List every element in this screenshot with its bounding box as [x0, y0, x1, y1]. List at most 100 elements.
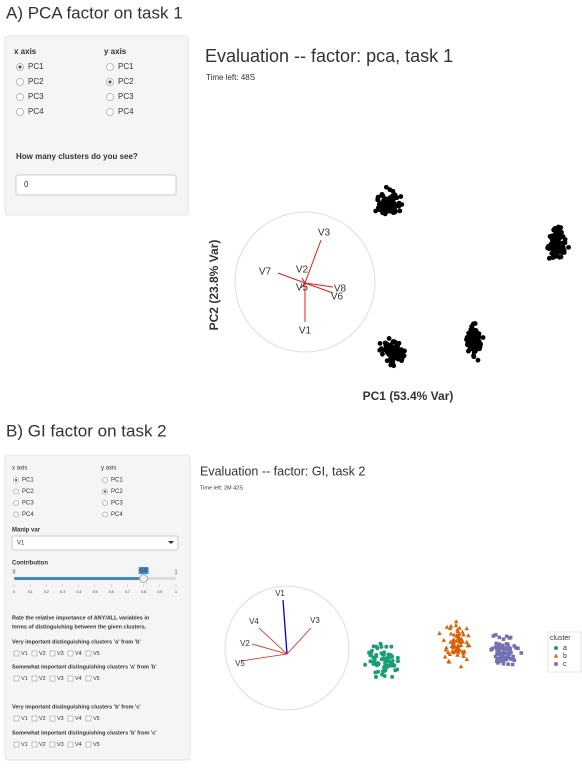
- point: [389, 345, 395, 351]
- checkbox[interactable]: [85, 650, 92, 657]
- point: [453, 623, 459, 628]
- legend: [547, 631, 582, 673]
- input-value: 0: [24, 180, 29, 189]
- point: [556, 254, 562, 260]
- checkbox[interactable]: [67, 715, 74, 722]
- radio[interactable]: [106, 63, 114, 71]
- checkbox[interactable]: [85, 715, 92, 722]
- point: [445, 649, 451, 654]
- point: [379, 651, 384, 656]
- checkbox-label: V4: [75, 742, 82, 748]
- point: [497, 648, 502, 653]
- radio[interactable]: [13, 511, 19, 518]
- point: [458, 640, 463, 645]
- point: [461, 653, 466, 658]
- slider-tick-label: 0.5: [93, 590, 98, 594]
- checkbox[interactable]: [13, 715, 20, 722]
- point: [387, 655, 392, 660]
- unit-circle: [224, 585, 350, 711]
- checkbox-label: V2: [39, 651, 46, 657]
- checkbox[interactable]: [49, 650, 56, 657]
- point: [508, 635, 513, 640]
- time-left: Time left: 2M 42S: [200, 485, 243, 491]
- checkbox[interactable]: [31, 675, 38, 682]
- point: [454, 633, 459, 638]
- point: [391, 204, 397, 209]
- point: [461, 651, 466, 656]
- radio[interactable]: [13, 488, 19, 495]
- point: [389, 193, 395, 199]
- point: [455, 627, 460, 632]
- axis-vector: [282, 599, 288, 655]
- vector-label: V3: [310, 616, 320, 625]
- x-axis-label: x axis: [14, 47, 37, 56]
- point: [384, 341, 390, 347]
- point: [381, 347, 387, 353]
- radio[interactable]: [16, 93, 24, 101]
- checkbox[interactable]: [49, 675, 56, 682]
- point: [457, 631, 462, 636]
- slider-fill: [14, 577, 144, 580]
- checkbox[interactable]: [67, 650, 74, 657]
- point: [441, 637, 447, 642]
- checkbox[interactable]: [31, 650, 38, 657]
- radio[interactable]: [106, 108, 114, 116]
- checkbox-label: V1: [21, 676, 28, 682]
- point: [380, 193, 386, 199]
- slider-tick-label: 0.7: [125, 590, 130, 594]
- point: [372, 657, 377, 662]
- radio[interactable]: [106, 93, 114, 101]
- point: [498, 659, 502, 663]
- point: [500, 643, 505, 648]
- checkbox[interactable]: [13, 650, 20, 657]
- radio[interactable]: [13, 500, 19, 506]
- checkbox[interactable]: [31, 715, 38, 722]
- checkbox[interactable]: [49, 741, 56, 748]
- point: [363, 662, 368, 667]
- y-axis-label: y axis: [104, 47, 127, 56]
- axis-vector: [251, 643, 288, 655]
- point: [506, 642, 510, 647]
- point: [378, 641, 383, 646]
- title: Evaluation -- factor: GI, task 2: [200, 464, 365, 478]
- sidebar: [4, 35, 189, 216]
- radio[interactable]: [102, 511, 108, 518]
- radio[interactable]: [102, 477, 108, 483]
- checkbox[interactable]: [31, 741, 38, 748]
- heading: B) GI factor on task 2: [6, 421, 167, 440]
- radio-label: PC4: [118, 107, 134, 116]
- point: [373, 670, 378, 675]
- point: [494, 641, 499, 646]
- point: [506, 645, 511, 649]
- checkbox[interactable]: [49, 715, 56, 722]
- checkbox[interactable]: [67, 675, 74, 682]
- checkbox-label: V4: [75, 676, 82, 682]
- checkbox[interactable]: [13, 741, 20, 748]
- point: [368, 653, 373, 658]
- checkbox[interactable]: [85, 675, 92, 682]
- slider-handle[interactable]: [139, 574, 149, 583]
- point: [374, 644, 379, 649]
- point: [458, 664, 464, 669]
- input[interactable]: [15, 174, 177, 196]
- radio[interactable]: [102, 500, 108, 506]
- point: [506, 655, 511, 660]
- axis-vector: [300, 282, 306, 289]
- point: [446, 658, 451, 663]
- select[interactable]: [11, 535, 179, 551]
- point: [493, 654, 498, 659]
- legend-title: cluster: [550, 635, 571, 642]
- legend-label: b: [563, 653, 567, 660]
- checkbox[interactable]: [13, 675, 20, 682]
- checkbox[interactable]: [85, 741, 92, 748]
- checkbox[interactable]: [67, 741, 74, 748]
- slider-tick-label: 0.8: [141, 590, 146, 594]
- vector-label: V2: [296, 265, 309, 276]
- point: [468, 340, 474, 345]
- point: [499, 655, 504, 659]
- point: [460, 629, 465, 634]
- radio[interactable]: [16, 78, 24, 86]
- radio[interactable]: [16, 108, 24, 116]
- point: [467, 344, 473, 349]
